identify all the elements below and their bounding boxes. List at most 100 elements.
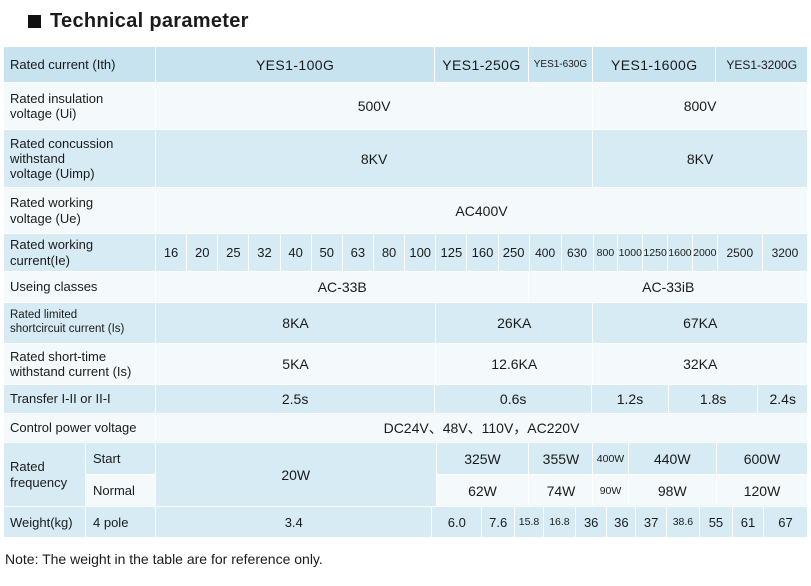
weight-cell: 36 bbox=[576, 507, 608, 537]
current-cell: 50 bbox=[312, 234, 343, 271]
row-cells: AC400V bbox=[156, 188, 807, 233]
note-text: Note: The weight in the table are for re… bbox=[5, 551, 323, 567]
row-label-short-time: Rated short-time withstand current (Is) bbox=[4, 344, 156, 384]
current-cell: 160 bbox=[467, 234, 499, 271]
model-header-100g: YES1-100G bbox=[156, 47, 436, 82]
row-rated-frequency: Rated frequency Start Normal 20W 325W 35… bbox=[4, 443, 807, 507]
header-label-rated-current: Rated current (Ith) bbox=[4, 47, 156, 82]
technical-parameter-table: Rated current (Ith) YES1-100G YES1-250G … bbox=[4, 47, 807, 538]
weight-cell: 15.8 bbox=[515, 507, 544, 537]
value-cell: AC-33iB bbox=[642, 279, 695, 295]
row-label-insulation: Rated insulation voltage (Ui) bbox=[4, 83, 156, 129]
frequency-values: 325W 355W 400W 440W 600W 62W 74W 90W 98W… bbox=[436, 443, 807, 506]
value-cell: AC-33B bbox=[156, 272, 530, 302]
weight-pole-label: 4 pole bbox=[86, 507, 156, 537]
row-cells: AC-33B AC-33iB bbox=[156, 272, 807, 302]
frequency-normal-label: Normal bbox=[86, 475, 155, 506]
value-cell: 325W bbox=[437, 443, 530, 474]
weight-cell: 67 bbox=[778, 514, 793, 530]
frequency-normal-row: 62W 74W 90W 98W 120W bbox=[436, 475, 807, 506]
value-cell: 0.6s bbox=[435, 385, 593, 413]
weight-cell: 37 bbox=[636, 507, 667, 537]
value-cell: 2.4s bbox=[769, 391, 796, 407]
row-label-transfer: Transfer I-II or II-I bbox=[4, 385, 156, 413]
title-square-icon bbox=[28, 15, 41, 28]
row-label-concussion: Rated concussion withstand voltage (Uimp… bbox=[4, 130, 156, 187]
value-cell: 120W bbox=[743, 482, 781, 499]
row-label-control-power: Control power voltage bbox=[4, 414, 156, 442]
value-cell: 62W bbox=[437, 475, 530, 506]
value-cell: 90W bbox=[593, 475, 629, 506]
weight-cell: 36 bbox=[607, 507, 637, 537]
row-weight: Weight(kg) 4 pole 3.4 6.0 7.6 15.8 16.8 … bbox=[4, 507, 807, 538]
current-cell: 400 bbox=[530, 234, 562, 271]
value-cell: 2.5s bbox=[156, 385, 436, 413]
row-cells: 8KA 26KA 67KA bbox=[156, 303, 807, 343]
value-cell: 355W bbox=[529, 443, 594, 474]
current-cell: 125 bbox=[436, 234, 468, 271]
value-cell: 98W bbox=[629, 475, 717, 506]
current-cell: 1600 bbox=[668, 234, 693, 271]
row-insulation-voltage: Rated insulation voltage (Ui) 500V 800V bbox=[4, 83, 807, 130]
row-cells: 2.5s 0.6s 1.2s 1.8s 2.4s bbox=[156, 385, 807, 413]
row-cells: 16 20 25 32 40 50 63 80 100 125 160 250 … bbox=[156, 234, 807, 271]
value-cell: AC400V bbox=[455, 202, 508, 219]
row-short-time-current: Rated short-time withstand current (Is) … bbox=[4, 344, 807, 385]
value-cell: 26KA bbox=[436, 303, 594, 343]
row-label-working-voltage: Rated working voltage (Ue) bbox=[4, 188, 156, 233]
current-cell: 2500 bbox=[718, 234, 763, 271]
current-cell: 1250 bbox=[643, 234, 669, 271]
model-header-250g: YES1-250G bbox=[435, 47, 529, 82]
weight-cell: 61 bbox=[733, 507, 765, 537]
value-cell: 600W bbox=[743, 450, 781, 467]
weight-cell: 38.6 bbox=[667, 507, 700, 537]
header-cells: YES1-100G YES1-250G YES1-630G YES1-1600G… bbox=[156, 47, 807, 82]
current-cell: 3200 bbox=[771, 245, 799, 260]
value-cell: 8KV bbox=[156, 130, 594, 187]
model-header-3200g: YES1-3200G bbox=[726, 57, 798, 72]
weight-cell: 55 bbox=[700, 507, 733, 537]
row-working-voltage: Rated working voltage (Ue) AC400V bbox=[4, 188, 807, 234]
current-cell: 40 bbox=[281, 234, 312, 271]
model-header-1600g: YES1-1600G bbox=[593, 47, 717, 82]
row-cells: DC24V、48V、110V，AC220V bbox=[156, 414, 807, 442]
row-useing-classes: Useing classes AC-33B AC-33iB bbox=[4, 272, 807, 303]
weight-cell: 7.6 bbox=[482, 507, 516, 537]
page-title: Technical parameter bbox=[50, 10, 249, 32]
frequency-start-row: 325W 355W 400W 440W 600W bbox=[436, 443, 807, 475]
value-cell: 440W bbox=[629, 443, 717, 474]
current-cell: 32 bbox=[249, 234, 281, 271]
frequency-shared-value: 20W bbox=[156, 443, 437, 506]
current-cell: 630 bbox=[562, 234, 594, 271]
row-transfer-time: Transfer I-II or II-I 2.5s 0.6s 1.2s 1.8… bbox=[4, 385, 807, 414]
current-cell: 1000 bbox=[618, 234, 644, 271]
row-label-frequency: Rated frequency bbox=[4, 443, 86, 506]
current-cell: 80 bbox=[374, 234, 406, 271]
current-cell: 100 bbox=[405, 234, 437, 271]
value-cell: 1.2s bbox=[592, 385, 669, 413]
value-cell: 800V bbox=[683, 98, 717, 114]
page-title-bar: Technical parameter bbox=[0, 0, 811, 43]
current-cell: 16 bbox=[156, 234, 188, 271]
row-label-weight: Weight(kg) bbox=[4, 507, 86, 537]
row-cells: 5KA 12.6KA 32KA bbox=[156, 344, 807, 384]
value-cell: 12.6KA bbox=[436, 344, 594, 384]
model-header-630g: YES1-630G bbox=[529, 47, 594, 82]
current-cell: 800 bbox=[594, 234, 619, 271]
value-cell: 32KA bbox=[683, 356, 718, 372]
value-cell: 8KA bbox=[156, 303, 437, 343]
row-cells: 8KV 8KV bbox=[156, 130, 807, 187]
weight-cell: 16.8 bbox=[544, 507, 577, 537]
row-concussion-voltage: Rated concussion withstand voltage (Uimp… bbox=[4, 130, 807, 188]
value-cell: 67KA bbox=[683, 315, 718, 331]
value-cell: 400W bbox=[593, 443, 629, 474]
value-cell: 5KA bbox=[156, 344, 437, 384]
current-cell: 25 bbox=[218, 234, 250, 271]
current-cell: 2000 bbox=[693, 234, 718, 271]
value-cell: 500V bbox=[156, 83, 594, 129]
row-label-shortcircuit: Rated limited shortcircuit current (Is) bbox=[4, 303, 156, 343]
current-cell: 63 bbox=[343, 234, 374, 271]
row-shortcircuit-current: Rated limited shortcircuit current (Is) … bbox=[4, 303, 807, 344]
row-working-current: Rated working current(Ie) 16 20 25 32 40… bbox=[4, 234, 807, 272]
value-cell: 8KV bbox=[686, 150, 714, 167]
